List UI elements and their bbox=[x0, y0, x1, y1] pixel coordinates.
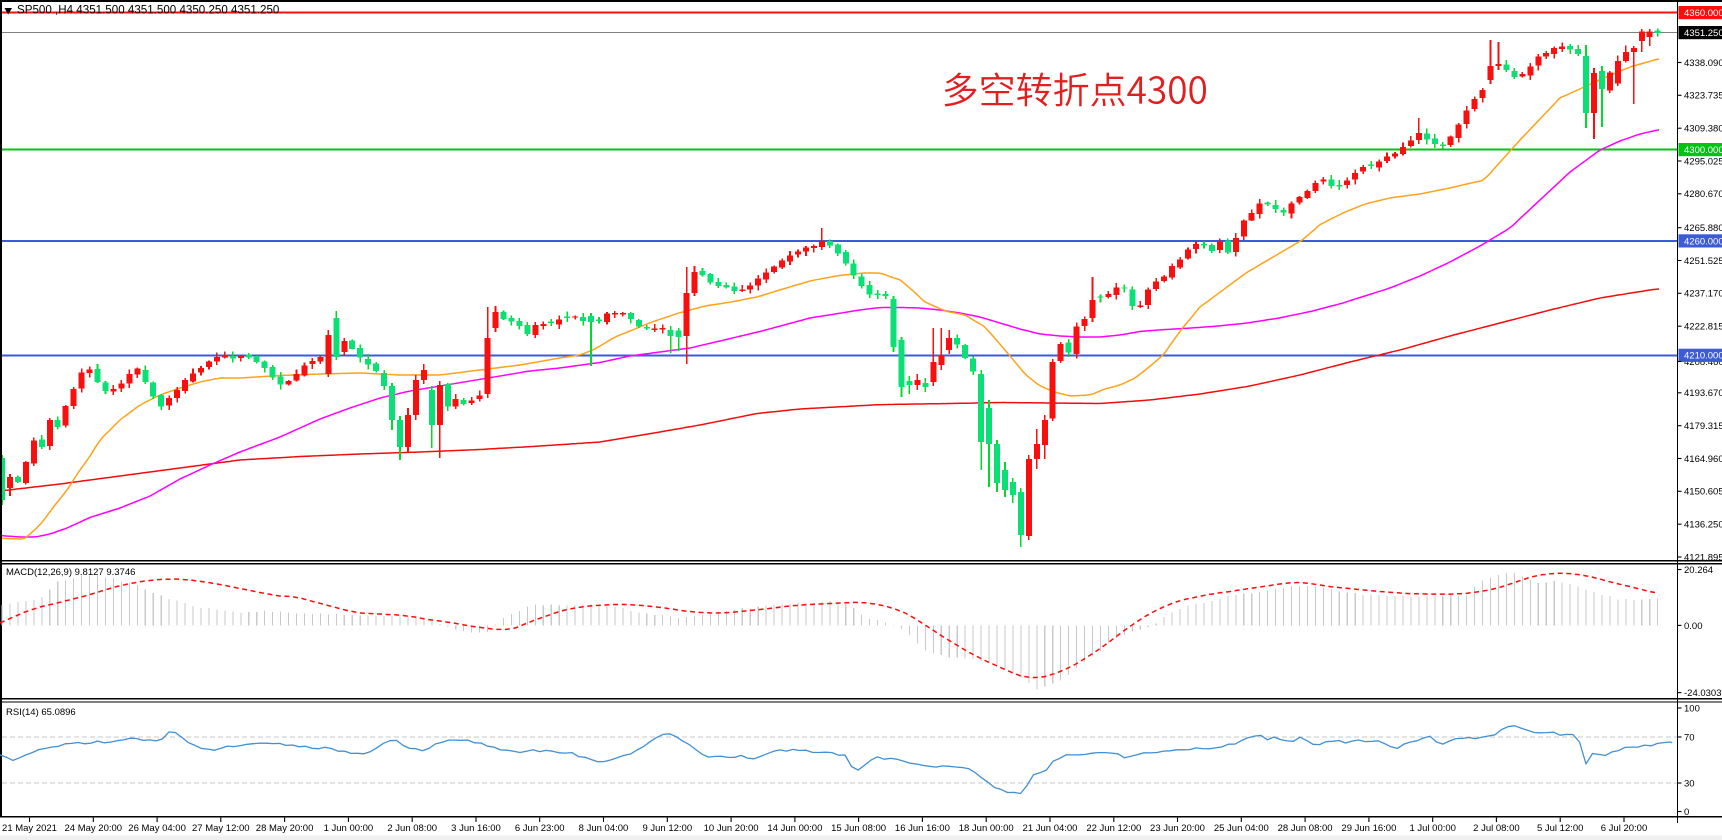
svg-text:4295.025: 4295.025 bbox=[1684, 156, 1722, 167]
svg-text:4193.670: 4193.670 bbox=[1684, 388, 1722, 399]
svg-text:21 May 2021: 21 May 2021 bbox=[2, 823, 57, 834]
svg-text:1 Jul 00:00: 1 Jul 00:00 bbox=[1409, 823, 1455, 834]
svg-text:0: 0 bbox=[1684, 807, 1689, 818]
svg-text:9 Jun 12:00: 9 Jun 12:00 bbox=[642, 823, 692, 834]
svg-text:18 Jun 00:00: 18 Jun 00:00 bbox=[959, 823, 1014, 834]
svg-text:5 Jul 12:00: 5 Jul 12:00 bbox=[1537, 823, 1583, 834]
svg-text:4164.960: 4164.960 bbox=[1684, 454, 1722, 465]
svg-text:29 Jun 16:00: 29 Jun 16:00 bbox=[1341, 823, 1396, 834]
svg-text:28 May 20:00: 28 May 20:00 bbox=[256, 823, 314, 834]
svg-text:4222.815: 4222.815 bbox=[1684, 322, 1722, 333]
svg-text:4265.880: 4265.880 bbox=[1684, 223, 1722, 234]
svg-text:25 Jun 04:00: 25 Jun 04:00 bbox=[1214, 823, 1269, 834]
svg-text:4323.735: 4323.735 bbox=[1684, 91, 1722, 102]
svg-text:22 Jun 12:00: 22 Jun 12:00 bbox=[1086, 823, 1141, 834]
svg-text:8 Jun 04:00: 8 Jun 04:00 bbox=[579, 823, 629, 834]
svg-text:0.00: 0.00 bbox=[1684, 621, 1703, 632]
svg-text:15 Jun 08:00: 15 Jun 08:00 bbox=[831, 823, 886, 834]
svg-text:3 Jun 16:00: 3 Jun 16:00 bbox=[451, 823, 501, 834]
svg-text:RSI(14) 65.0896: RSI(14) 65.0896 bbox=[6, 707, 76, 718]
svg-text:4309.380: 4309.380 bbox=[1684, 124, 1722, 135]
svg-text:4351.250: 4351.250 bbox=[1684, 28, 1722, 39]
svg-text:1 Jun 00:00: 1 Jun 00:00 bbox=[324, 823, 374, 834]
svg-text:10 Jun 20:00: 10 Jun 20:00 bbox=[704, 823, 759, 834]
svg-text:4260.000: 4260.000 bbox=[1684, 236, 1722, 247]
svg-text:4179.315: 4179.315 bbox=[1684, 421, 1722, 432]
svg-text:4208.460: 4208.460 bbox=[1684, 357, 1722, 368]
svg-text:23 Jun 20:00: 23 Jun 20:00 bbox=[1150, 823, 1205, 834]
svg-text:4136.250: 4136.250 bbox=[1684, 520, 1722, 531]
svg-text:2 Jul 08:00: 2 Jul 08:00 bbox=[1473, 823, 1519, 834]
svg-text:4237.170: 4237.170 bbox=[1684, 289, 1722, 300]
svg-text:28 Jun 08:00: 28 Jun 08:00 bbox=[1278, 823, 1333, 834]
svg-text:20.264: 20.264 bbox=[1684, 565, 1713, 576]
svg-text:16 Jun 16:00: 16 Jun 16:00 bbox=[895, 823, 950, 834]
svg-text:6 Jun 23:00: 6 Jun 23:00 bbox=[515, 823, 565, 834]
svg-text:2 Jun 08:00: 2 Jun 08:00 bbox=[387, 823, 437, 834]
svg-text:27 May 12:00: 27 May 12:00 bbox=[192, 823, 250, 834]
svg-text:100: 100 bbox=[1684, 703, 1700, 714]
svg-text:4338.090: 4338.090 bbox=[1684, 58, 1722, 69]
svg-text:4150.605: 4150.605 bbox=[1684, 487, 1722, 498]
svg-text:MACD(12,26,9) 9.8127 9.3746: MACD(12,26,9) 9.8127 9.3746 bbox=[6, 567, 135, 578]
svg-text:4121.895: 4121.895 bbox=[1684, 552, 1722, 563]
svg-text:30: 30 bbox=[1684, 778, 1695, 789]
svg-text:4280.670: 4280.670 bbox=[1684, 189, 1722, 200]
svg-text:4210.000: 4210.000 bbox=[1684, 351, 1722, 362]
svg-text:4360.000: 4360.000 bbox=[1684, 8, 1722, 19]
svg-text:21 Jun 04:00: 21 Jun 04:00 bbox=[1023, 823, 1078, 834]
svg-text:70: 70 bbox=[1684, 732, 1695, 743]
svg-text:14 Jun 00:00: 14 Jun 00:00 bbox=[767, 823, 822, 834]
svg-text:24 May 20:00: 24 May 20:00 bbox=[65, 823, 123, 834]
svg-text:6 Jul 20:00: 6 Jul 20:00 bbox=[1601, 823, 1647, 834]
svg-text:26 May 04:00: 26 May 04:00 bbox=[128, 823, 186, 834]
svg-text:-24.0303: -24.0303 bbox=[1684, 688, 1722, 699]
svg-text:4300.000: 4300.000 bbox=[1684, 145, 1722, 156]
svg-text:4251.525: 4251.525 bbox=[1684, 256, 1722, 267]
svg-text:SP500 ,H4 4351.500 4351.500 4: SP500 ,H4 4351.500 4351.500 4350.250 435… bbox=[17, 3, 279, 16]
